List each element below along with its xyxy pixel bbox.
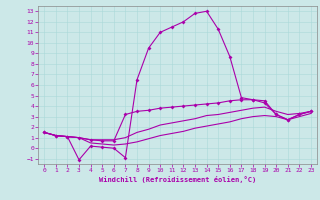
X-axis label: Windchill (Refroidissement éolien,°C): Windchill (Refroidissement éolien,°C) — [99, 176, 256, 183]
